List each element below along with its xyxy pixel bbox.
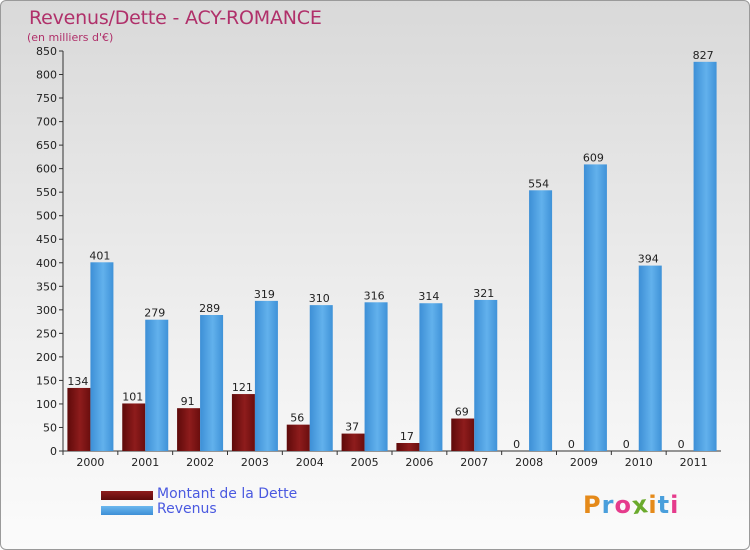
data-label-debt: 69 bbox=[455, 406, 469, 419]
logo-letter: x bbox=[630, 489, 651, 521]
data-label-debt: 91 bbox=[181, 395, 195, 408]
x-tick-label: 2002 bbox=[186, 456, 214, 469]
y-tick-label: 250 bbox=[36, 327, 57, 340]
y-tick-label: 350 bbox=[36, 280, 57, 293]
logo-letter: i bbox=[648, 491, 658, 519]
data-label-revenue: 321 bbox=[473, 287, 494, 300]
y-tick-label: 400 bbox=[36, 257, 57, 270]
y-tick-label: 100 bbox=[36, 398, 57, 411]
bar-revenue bbox=[254, 300, 278, 451]
y-tick-label: 300 bbox=[36, 304, 57, 317]
data-label-revenue: 394 bbox=[638, 253, 659, 266]
bar-revenue bbox=[638, 265, 662, 451]
x-tick-label: 2009 bbox=[570, 456, 598, 469]
bar-revenue bbox=[583, 164, 607, 452]
data-label-debt: 17 bbox=[400, 430, 414, 443]
bar-debt bbox=[231, 394, 255, 451]
y-tick-label: 450 bbox=[36, 233, 57, 246]
bar-debt bbox=[396, 443, 420, 451]
y-tick-label: 550 bbox=[36, 186, 57, 199]
chart-title: Revenus/Dette - ACY-ROMANCE bbox=[29, 7, 322, 29]
logo-letter: o bbox=[614, 491, 632, 519]
legend-swatch-revenue bbox=[101, 506, 153, 515]
data-label-debt: 101 bbox=[122, 390, 143, 403]
data-label-debt: 37 bbox=[345, 421, 359, 434]
bar-debt bbox=[451, 418, 475, 451]
y-tick-label: 500 bbox=[36, 210, 57, 223]
x-tick-label: 2010 bbox=[625, 456, 653, 469]
x-tick-label: 2000 bbox=[76, 456, 104, 469]
y-tick-label: 700 bbox=[36, 116, 57, 129]
data-label-revenue: 316 bbox=[364, 289, 385, 302]
data-label-revenue: 289 bbox=[199, 302, 220, 315]
bar-revenue bbox=[419, 303, 443, 451]
bar-revenue bbox=[90, 262, 114, 451]
bar-revenue bbox=[309, 305, 333, 451]
data-label-debt: 134 bbox=[67, 375, 88, 388]
y-tick-label: 150 bbox=[36, 374, 57, 387]
logo-letter: i bbox=[670, 491, 680, 519]
x-tick-label: 2011 bbox=[680, 456, 708, 469]
y-tick-label: 750 bbox=[36, 92, 57, 105]
bar-debt bbox=[67, 387, 91, 451]
x-tick-label: 2007 bbox=[460, 456, 488, 469]
data-label-revenue: 609 bbox=[583, 151, 604, 164]
bar-revenue bbox=[529, 190, 553, 451]
y-tick-label: 600 bbox=[36, 163, 57, 176]
y-tick-label: 200 bbox=[36, 351, 57, 364]
chart-bars bbox=[67, 61, 717, 452]
x-tick-label: 2005 bbox=[351, 456, 379, 469]
bar-revenue bbox=[145, 319, 169, 451]
logo-letter: r bbox=[601, 491, 615, 519]
legend-swatch-debt bbox=[101, 491, 153, 500]
y-tick-label: 50 bbox=[43, 421, 57, 434]
data-label-debt: 0 bbox=[678, 438, 685, 451]
y-tick-label: 0 bbox=[50, 445, 57, 458]
data-label-debt: 0 bbox=[568, 438, 575, 451]
data-label-revenue: 310 bbox=[309, 292, 330, 305]
logo-letter: P bbox=[583, 491, 602, 519]
chart-subtitle: (en milliers d'€) bbox=[27, 31, 114, 44]
logo-letter: t bbox=[657, 491, 671, 519]
data-label-debt: 0 bbox=[513, 438, 520, 451]
data-label-revenue: 279 bbox=[144, 307, 165, 320]
bar-debt bbox=[177, 408, 201, 451]
x-tick-label: 2003 bbox=[241, 456, 269, 469]
chart-data-labels: 134 401 101 279 91 289 121 319 56 310 37 316 17 314 69… bbox=[67, 49, 713, 451]
bar-debt bbox=[286, 424, 310, 451]
data-label-debt: 0 bbox=[623, 438, 630, 451]
y-tick-label: 850 bbox=[36, 45, 57, 58]
data-label-revenue: 401 bbox=[89, 249, 110, 262]
bar-revenue bbox=[474, 299, 498, 451]
y-tick-label: 650 bbox=[36, 139, 57, 152]
legend-label-debt: Montant de la Dette bbox=[157, 486, 298, 502]
chart-axes: 0 50 100 150 200 250 300 350 400 450 500 550 600 650 7… bbox=[36, 45, 721, 469]
proxiti-logo: Proxiti bbox=[583, 489, 680, 521]
data-label-revenue: 314 bbox=[418, 290, 439, 303]
data-label-revenue: 554 bbox=[528, 177, 549, 190]
data-label-debt: 121 bbox=[232, 381, 253, 394]
bar-revenue bbox=[693, 61, 717, 452]
data-label-revenue: 319 bbox=[254, 288, 275, 301]
x-tick-label: 2006 bbox=[405, 456, 433, 469]
bar-debt bbox=[122, 403, 146, 451]
x-tick-label: 2004 bbox=[296, 456, 324, 469]
data-label-revenue: 827 bbox=[693, 49, 714, 62]
x-tick-label: 2001 bbox=[131, 456, 159, 469]
bar-revenue bbox=[200, 315, 224, 451]
y-tick-label: 800 bbox=[36, 69, 57, 82]
bar-chart: 0 50 100 150 200 250 300 350 400 450 500 550 600 650 7… bbox=[36, 45, 721, 469]
legend-label-revenue: Revenus bbox=[157, 501, 217, 517]
bar-revenue bbox=[364, 302, 388, 451]
bar-debt bbox=[341, 433, 365, 451]
data-label-debt: 56 bbox=[290, 412, 304, 425]
x-tick-label: 2008 bbox=[515, 456, 543, 469]
